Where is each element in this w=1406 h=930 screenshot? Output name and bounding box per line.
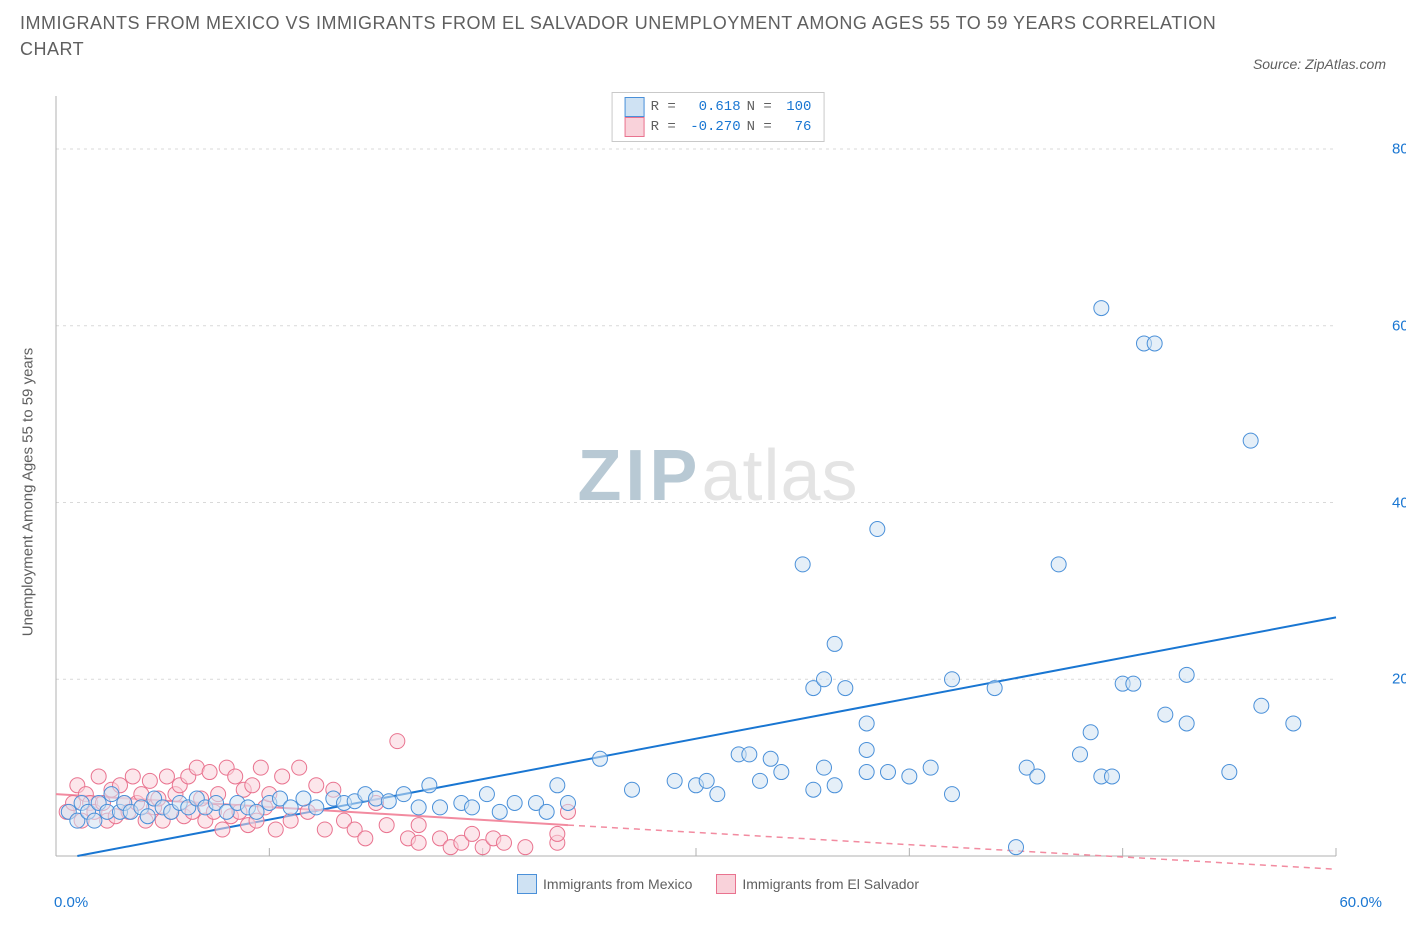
series-legend: Immigrants from Mexico Immigrants from E…: [50, 874, 1386, 894]
y-tick-label: 20.0%: [1392, 671, 1406, 688]
y-tick-label: 80.0%: [1392, 141, 1406, 158]
chart-title: IMMIGRANTS FROM MEXICO VS IMMIGRANTS FRO…: [20, 10, 1246, 62]
swatch-salvador: [625, 117, 645, 137]
n-label: N =: [747, 99, 772, 115]
scatter-plot-svg: [50, 92, 1386, 892]
x-origin-label: 0.0%: [54, 894, 88, 911]
legend-salvador-label: Immigrants from El Salvador: [742, 876, 919, 892]
y-tick-label: 60.0%: [1392, 317, 1406, 334]
r-label: R =: [651, 119, 676, 135]
r-label: R =: [651, 99, 676, 115]
n-label: N =: [747, 119, 772, 135]
r-value-salvador: -0.270: [682, 119, 741, 135]
y-tick-label: 40.0%: [1392, 494, 1406, 511]
legend-mexico-label: Immigrants from Mexico: [543, 876, 692, 892]
stats-legend-box: R = 0.618 N = 100 R = -0.270 N = 76: [612, 92, 825, 142]
stats-row-mexico: R = 0.618 N = 100: [625, 97, 812, 117]
swatch-mexico: [625, 97, 645, 117]
y-axis-label: Unemployment Among Ages 55 to 59 years: [20, 348, 37, 637]
legend-mexico: Immigrants from Mexico: [517, 874, 692, 894]
chart-container: Unemployment Among Ages 55 to 59 years R…: [50, 92, 1386, 892]
n-value-mexico: 100: [778, 99, 812, 115]
swatch-mexico-icon: [517, 874, 537, 894]
r-value-mexico: 0.618: [682, 99, 741, 115]
stats-row-salvador: R = -0.270 N = 76: [625, 117, 812, 137]
swatch-salvador-icon: [716, 874, 736, 894]
x-max-label: 60.0%: [1339, 894, 1382, 911]
n-value-salvador: 76: [778, 119, 812, 135]
source-attribution: Source: ZipAtlas.com: [1253, 56, 1386, 72]
legend-salvador: Immigrants from El Salvador: [716, 874, 919, 894]
